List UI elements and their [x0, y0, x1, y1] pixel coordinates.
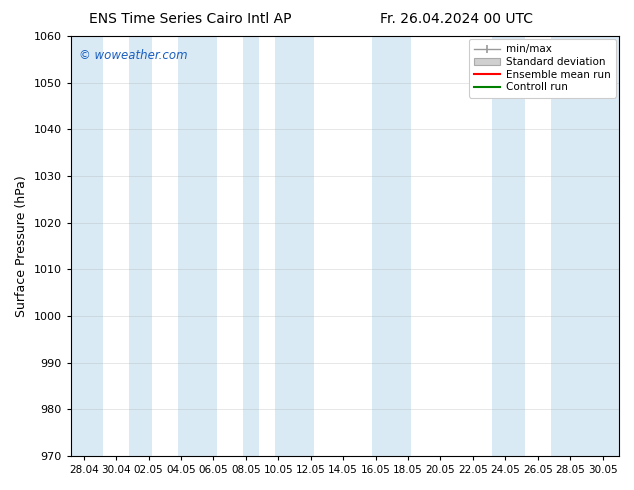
Bar — [129, 36, 152, 456]
Legend: min/max, Standard deviation, Ensemble mean run, Controll run: min/max, Standard deviation, Ensemble me… — [469, 39, 616, 98]
Bar — [372, 36, 411, 456]
Bar — [178, 36, 217, 456]
Bar — [243, 36, 259, 456]
Bar — [492, 36, 525, 456]
Text: Fr. 26.04.2024 00 UTC: Fr. 26.04.2024 00 UTC — [380, 12, 533, 26]
Bar — [550, 36, 619, 456]
Y-axis label: Surface Pressure (hPa): Surface Pressure (hPa) — [15, 175, 28, 317]
Bar — [71, 36, 103, 456]
Text: ENS Time Series Cairo Intl AP: ENS Time Series Cairo Intl AP — [89, 12, 292, 26]
Text: © woweather.com: © woweather.com — [79, 49, 188, 62]
Bar — [275, 36, 314, 456]
